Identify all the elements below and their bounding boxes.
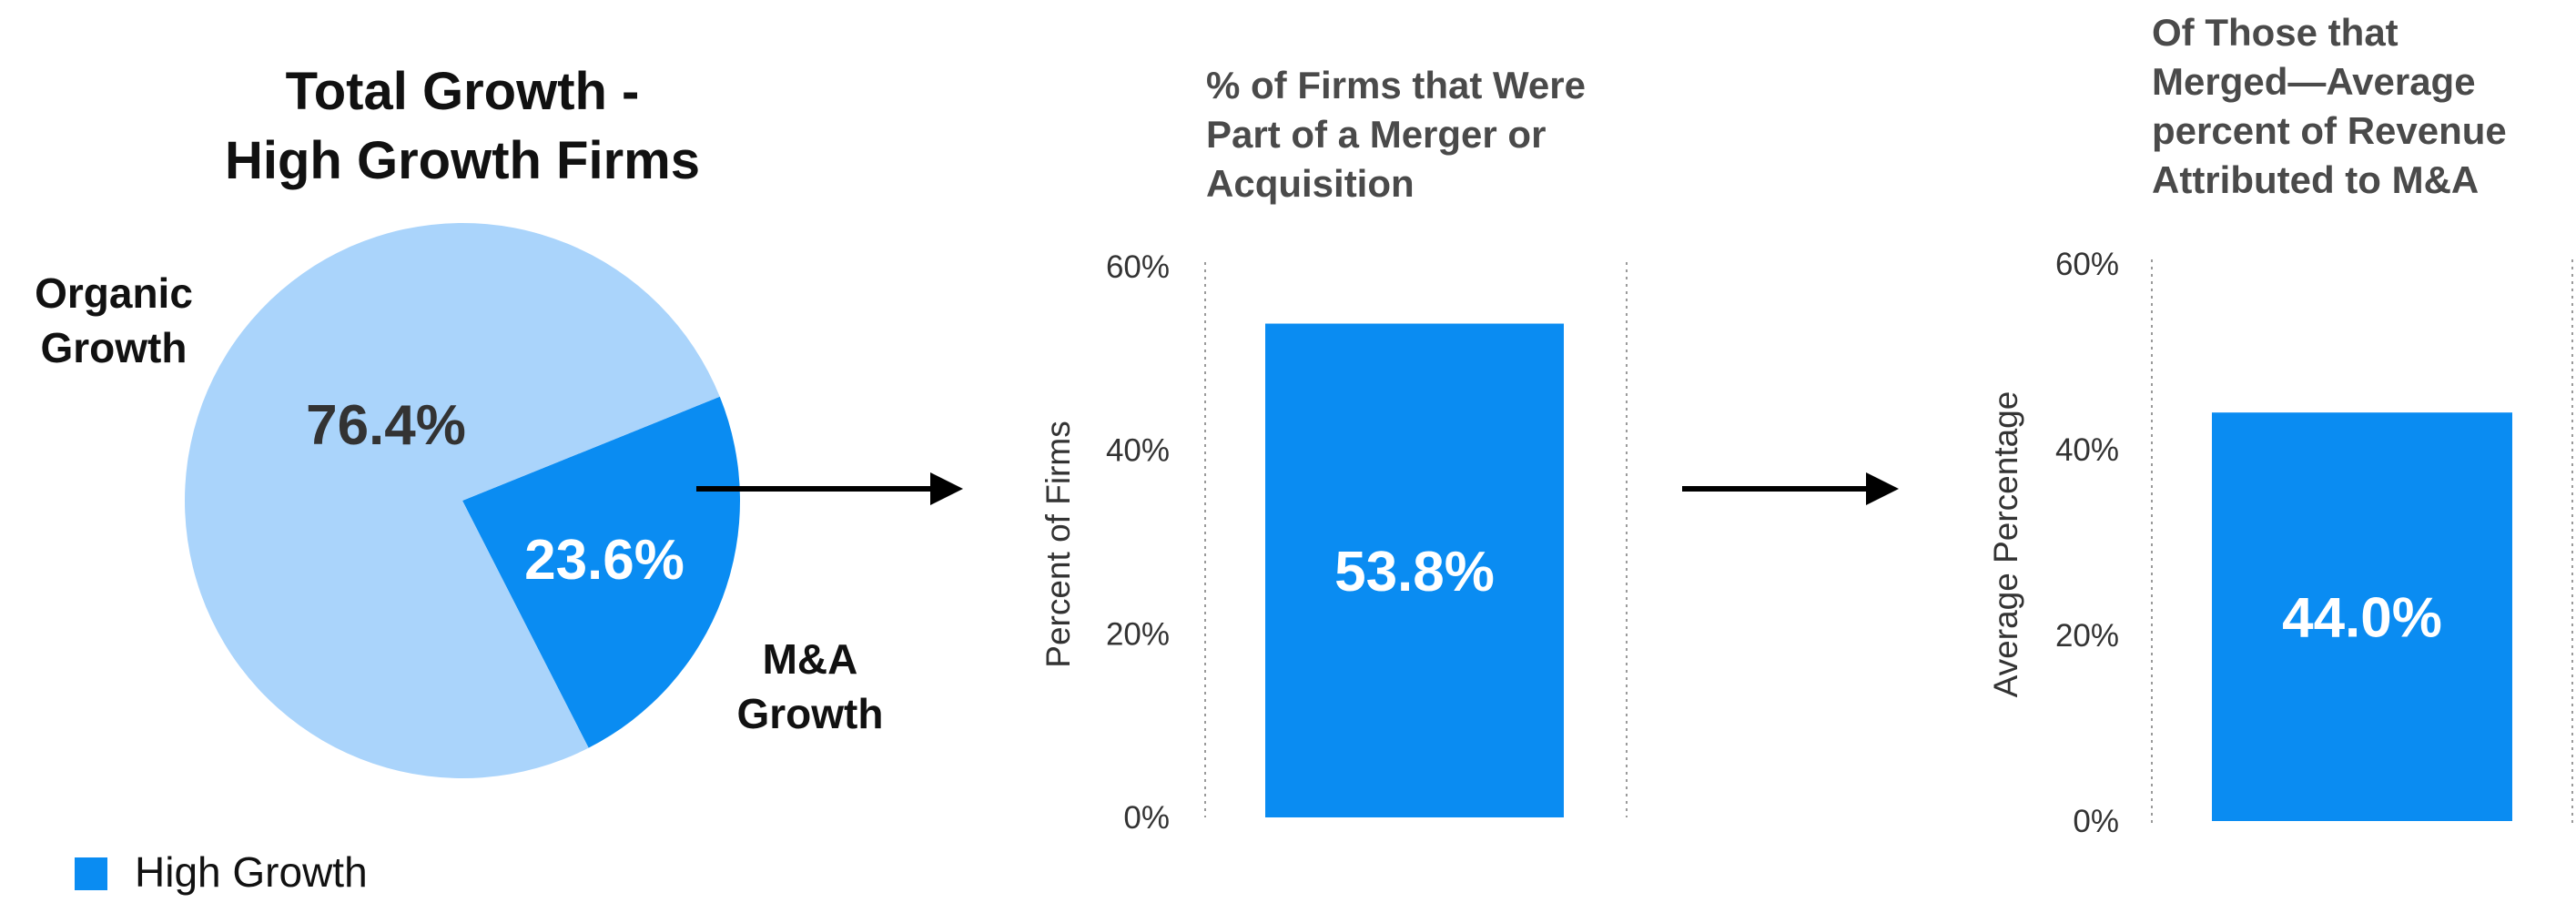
arrow-right-icon [696, 472, 963, 505]
bar1-y-ticks: 0% 20% 40% 60% [1106, 249, 1170, 836]
slice-value-ma: 23.6% [524, 529, 685, 592]
y-tick-label: 0% [2073, 804, 2119, 839]
pie-slice-ma [462, 396, 740, 748]
bar [1265, 323, 1564, 817]
legend-label: High Growth [135, 848, 368, 896]
arrow-right-icon [1682, 472, 1899, 505]
pie-slices [185, 222, 740, 778]
y-tick-label: 40% [2055, 432, 2119, 468]
bar1-title-line-3: Acquisition [1206, 162, 1415, 205]
bar2-title-line-1: Of Those that [2152, 11, 2399, 54]
y-tick-label: 60% [2055, 247, 2119, 282]
y-tick-label: 0% [1123, 800, 1170, 836]
bar2-title-line-2: Merged—Average [2152, 60, 2476, 103]
y-tick-label: 20% [2055, 618, 2119, 654]
slice-label-ma-line-1: M&A [763, 635, 858, 683]
bar1-y-axis-title: Percent of Firms [1040, 421, 1077, 667]
y-tick-label: 40% [1106, 433, 1170, 469]
bar1-title-line-1: % of Firms that Were [1206, 64, 1586, 106]
y-tick-label: 60% [1106, 249, 1170, 285]
slice-label-organic-line-1: Organic [35, 269, 193, 317]
slice-value-organic: 76.4% [306, 394, 466, 457]
bar2-bars: 44.0% [2212, 412, 2512, 821]
bar [2212, 412, 2512, 821]
bar2-title-line-4: Attributed to M&A [2152, 158, 2479, 201]
bar-chart-revenue-share: Of Those that Merged—Average percent of … [1987, 11, 2573, 839]
pie-title-line-2: High Growth Firms [225, 131, 700, 190]
pie-chart: Total Growth - High Growth Firms Organic… [35, 62, 883, 896]
bar2-y-axis-title: Average Percentage [1987, 391, 2024, 698]
bar-data-label: 44.0% [2282, 587, 2442, 650]
slice-label-ma-line-2: Growth [737, 690, 884, 737]
legend-swatch [75, 857, 107, 890]
bar-data-label: 53.8% [1334, 541, 1495, 604]
bar1-title-line-2: Part of a Merger or [1206, 113, 1546, 156]
bar2-title-line-3: percent of Revenue [2152, 109, 2507, 152]
bar1-bars: 53.8% [1265, 323, 1564, 817]
pie-title-line-1: Total Growth - [286, 62, 640, 121]
pie-slice-organic [185, 222, 720, 778]
slice-label-organic-line-2: Growth [41, 324, 188, 371]
y-tick-label: 20% [1106, 616, 1170, 652]
bar-chart-merger-share: % of Firms that Were Part of a Merger or… [1040, 64, 1628, 836]
bar2-y-ticks: 0% 20% 40% 60% [2055, 247, 2119, 839]
